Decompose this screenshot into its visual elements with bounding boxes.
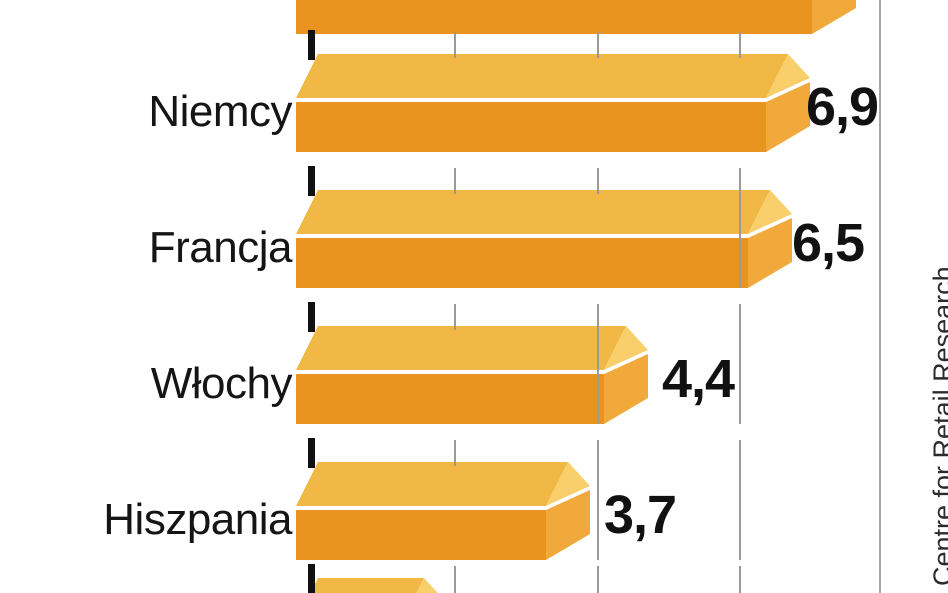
gridline-x6 [739,566,741,593]
gridline-x6 [739,32,741,58]
gridline-x4 [597,168,599,194]
category-label-francja: Francja [148,223,293,272]
gridline-x6 [739,304,741,330]
category-label-hiszpania: Hiszpania [103,495,292,544]
bar-row-4 [296,462,590,560]
category-label-niemcy: Niemcy [148,87,292,136]
gridline-x6 [739,440,741,466]
gridline-x6-through [739,326,741,424]
category-label-wlochy: Włochy [150,359,293,408]
gridline-x4 [597,32,599,58]
gridline-x4 [597,566,599,593]
gridline-x4-through [597,462,599,560]
gridline-x2 [454,304,456,330]
bar-row-2 [296,190,792,288]
value-label-niemcy: 6,9 [806,77,879,137]
axis-tick-baseline [308,30,315,60]
gridline-x6-through [739,462,741,560]
gridline-x6-through [739,190,741,288]
gridline-x2 [454,440,456,466]
value-label-wlochy: 4,4 [662,349,735,409]
gridline-x2 [454,32,456,58]
gridline-x6 [739,168,741,194]
bar-row-0 [296,0,856,34]
bar-row-5 [296,578,446,593]
gridline-x2 [454,168,456,194]
value-label-hiszpania: 3,7 [604,485,677,545]
bar-row-1 [296,54,810,152]
gridline-x2 [454,566,456,593]
axis-tick-baseline [308,166,315,196]
gridline-x4-through [597,326,599,424]
source-credit-label: Centre for Retail Research [928,266,948,586]
bar-row-3 [296,326,648,424]
axis-tick-baseline [308,302,315,332]
value-label-francja: 6,5 [792,213,865,273]
gridline-x4 [597,440,599,466]
axis-tick-baseline [308,438,315,468]
axis-tick-baseline [308,564,315,593]
source-divider-rule [879,0,881,593]
gridline-x4 [597,304,599,330]
